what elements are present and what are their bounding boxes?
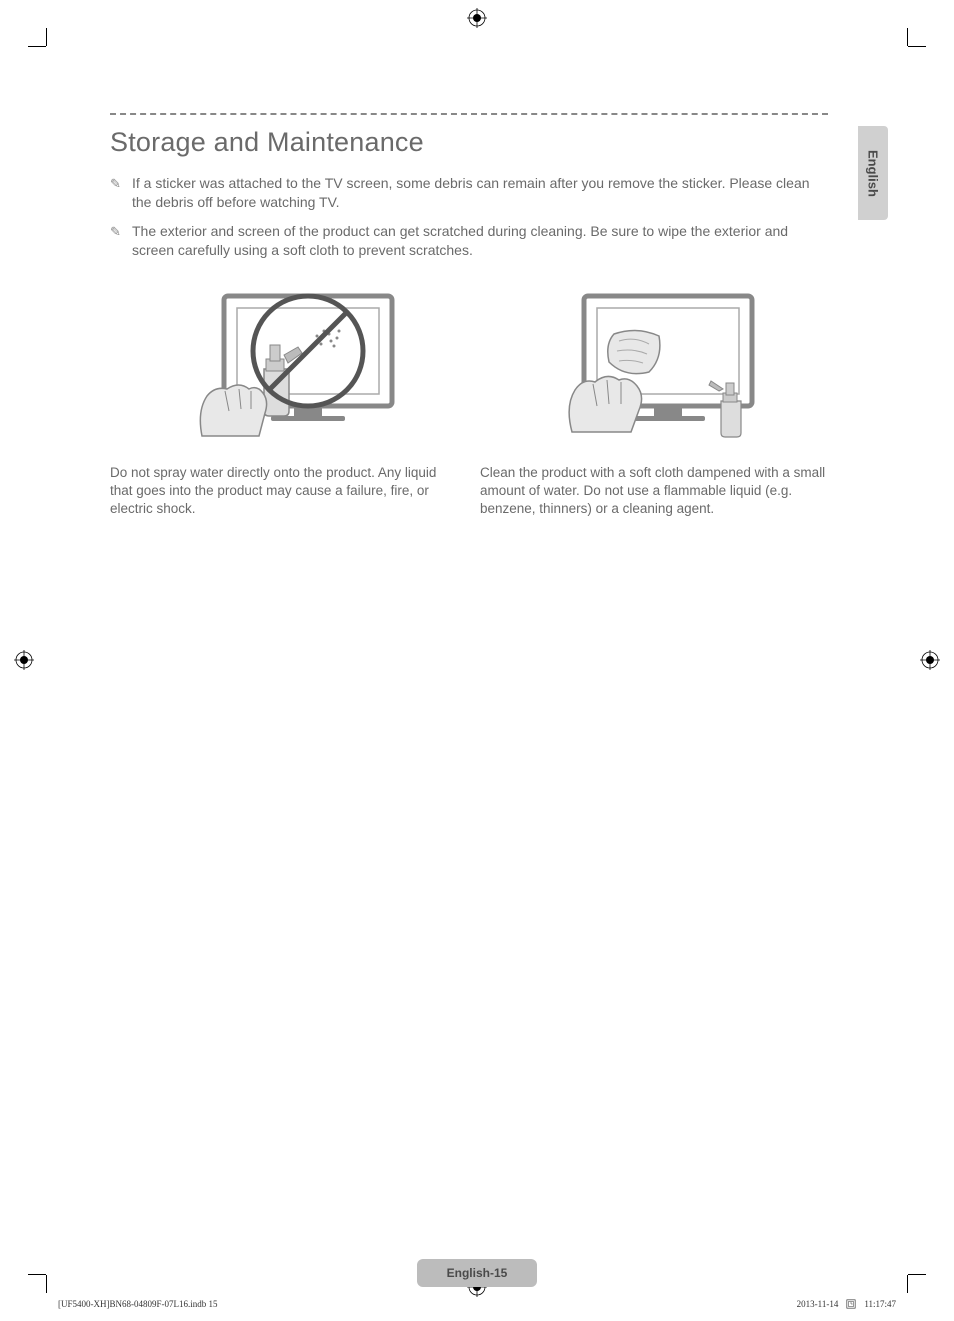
registration-mark-icon xyxy=(467,8,487,28)
note-text: If a sticker was attached to the TV scre… xyxy=(132,175,810,210)
print-time: 11:17:47 xyxy=(864,1299,896,1309)
print-date: 2013-11-14 xyxy=(797,1299,839,1309)
note-list: ✎ If a sticker was attached to the TV sc… xyxy=(110,174,828,260)
print-info-left: [UF5400-XH]BN68-04809F-07L16.indb 15 xyxy=(58,1299,218,1309)
section-title: Storage and Maintenance xyxy=(110,113,828,158)
language-tab: English xyxy=(858,126,888,220)
crop-mark xyxy=(907,28,908,46)
print-info-right: 2013-11-14 11:17:47 xyxy=(797,1299,896,1309)
footer-page-number: 15 xyxy=(494,1266,507,1280)
registration-mark-icon xyxy=(920,650,940,670)
crop-mark xyxy=(908,46,926,47)
illustration-clean-cloth xyxy=(480,284,828,458)
pencil-icon: ✎ xyxy=(110,223,121,241)
crop-mark xyxy=(908,1274,926,1275)
clock-icon xyxy=(846,1299,856,1309)
page-footer: English - 15 xyxy=(417,1259,537,1287)
note-item: ✎ The exterior and screen of the product… xyxy=(110,222,828,260)
crop-mark xyxy=(907,1275,908,1293)
illustration-cell: Clean the product with a soft cloth damp… xyxy=(480,284,828,519)
footer-language: English xyxy=(447,1266,490,1280)
note-item: ✎ If a sticker was attached to the TV sc… xyxy=(110,174,828,212)
crop-mark xyxy=(46,1275,47,1293)
page-content: Storage and Maintenance ✎ If a sticker w… xyxy=(110,113,828,518)
crop-mark xyxy=(46,28,47,46)
language-tab-label: English xyxy=(866,150,881,197)
illustration-cell: Do not spray water directly onto the pro… xyxy=(110,284,458,519)
illustration-caption: Do not spray water directly onto the pro… xyxy=(110,464,458,519)
crop-mark xyxy=(28,46,46,47)
illustration-dont-spray xyxy=(110,284,458,458)
illustration-caption: Clean the product with a soft cloth damp… xyxy=(480,464,828,519)
crop-mark xyxy=(28,1274,46,1275)
registration-mark-icon xyxy=(14,650,34,670)
pencil-icon: ✎ xyxy=(110,175,121,193)
illustration-row: Do not spray water directly onto the pro… xyxy=(110,284,828,519)
note-text: The exterior and screen of the product c… xyxy=(132,223,788,258)
